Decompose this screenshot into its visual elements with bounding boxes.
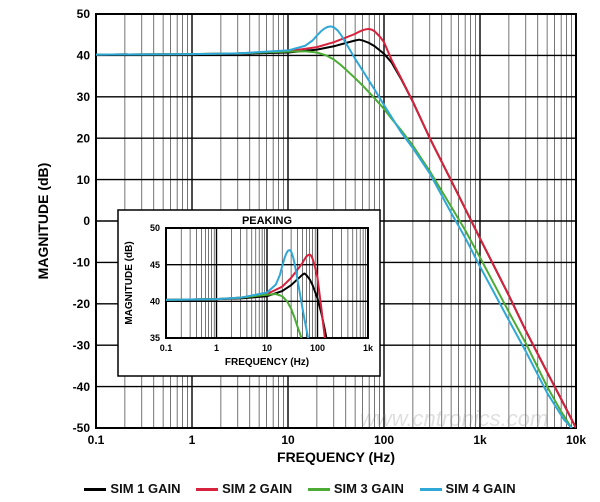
svg-text:MAGNITUDE (dB): MAGNITUDE (dB) (35, 163, 51, 280)
svg-text:1k: 1k (363, 343, 374, 353)
legend-item: SIM 1 GAIN (84, 481, 180, 496)
svg-text:1: 1 (214, 343, 219, 353)
legend: SIM 1 GAIN SIM 2 GAIN SIM 3 GAIN SIM 4 G… (0, 481, 600, 496)
chart-container: 0.1 1 10 100 1k 10k -50 -40 -30 -20 -10 0 10 20 30 40 50… (0, 0, 600, 502)
legend-label: SIM 1 GAIN (110, 481, 180, 496)
svg-text:10: 10 (262, 343, 272, 353)
legend-swatch (308, 488, 330, 491)
legend-swatch (196, 488, 218, 491)
svg-text:0.1: 0.1 (88, 433, 105, 447)
svg-text:35: 35 (150, 333, 160, 343)
svg-text:-30: -30 (73, 338, 91, 352)
svg-text:1: 1 (189, 433, 196, 447)
svg-text:40: 40 (150, 296, 160, 306)
svg-text:10: 10 (281, 433, 295, 447)
svg-text:10k: 10k (566, 433, 586, 447)
legend-swatch (420, 488, 442, 491)
svg-text:-40: -40 (73, 380, 91, 394)
svg-text:FREQUENCY (Hz): FREQUENCY (Hz) (277, 449, 395, 465)
chart-svg: 0.1 1 10 100 1k 10k -50 -40 -30 -20 -10 0 10 20 30 40 50… (0, 0, 600, 502)
svg-text:10: 10 (77, 173, 91, 187)
svg-text:30: 30 (77, 90, 91, 104)
svg-text:MAGNITUDE (dB): MAGNITUDE (dB) (124, 241, 135, 324)
svg-text:0.1: 0.1 (160, 343, 173, 353)
svg-text:-50: -50 (73, 421, 91, 435)
svg-text:-10: -10 (73, 256, 91, 270)
svg-text:0: 0 (83, 214, 90, 228)
svg-text:FREQUENCY (Hz): FREQUENCY (Hz) (225, 357, 309, 368)
svg-text:100: 100 (374, 433, 394, 447)
svg-text:PEAKING: PEAKING (242, 215, 292, 227)
svg-text:40: 40 (77, 49, 91, 63)
svg-text:20: 20 (77, 131, 91, 145)
svg-text:-20: -20 (73, 297, 91, 311)
svg-text:100: 100 (310, 343, 325, 353)
legend-item: SIM 2 GAIN (196, 481, 292, 496)
legend-label: SIM 3 GAIN (334, 481, 404, 496)
legend-label: SIM 2 GAIN (222, 481, 292, 496)
legend-item: SIM 4 GAIN (420, 481, 516, 496)
legend-swatch (84, 488, 106, 491)
svg-text:50: 50 (77, 7, 91, 21)
svg-text:45: 45 (150, 260, 160, 270)
legend-label: SIM 4 GAIN (446, 481, 516, 496)
svg-text:1k: 1k (473, 433, 487, 447)
svg-text:50: 50 (150, 223, 160, 233)
legend-item: SIM 3 GAIN (308, 481, 404, 496)
